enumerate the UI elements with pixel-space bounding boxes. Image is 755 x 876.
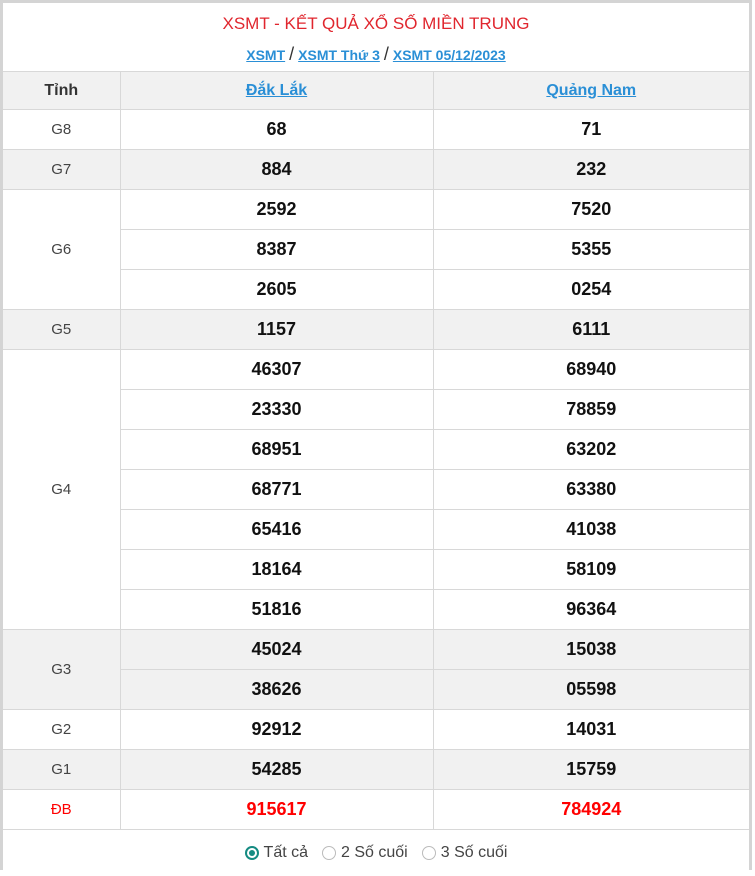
result-number: 68951 xyxy=(120,429,434,470)
province-header: Đắk Lắk xyxy=(119,71,434,110)
result-number: 46307 xyxy=(119,349,434,390)
breadcrumb: XSMT / XSMT Thứ 3/XSMT 05/12/2023 xyxy=(3,43,749,71)
filter-option-label: Tất cả xyxy=(263,844,309,861)
breadcrumb-separator: / xyxy=(383,44,389,64)
table-row: 51816 96364 xyxy=(3,589,749,630)
result-number: 232 xyxy=(432,149,749,190)
result-number: 7520 xyxy=(432,189,749,230)
filter-option[interactable]: 2 Số cuối xyxy=(322,844,408,862)
breadcrumb-xsmt-link[interactable]: XSMT xyxy=(246,47,286,63)
table-row: G5 1157 6111 xyxy=(3,309,749,350)
table-row: 18164 58109 xyxy=(3,549,749,590)
filter-option-label: 2 Số cuối xyxy=(341,844,408,861)
result-number: 41038 xyxy=(432,509,749,550)
radio-button-icon[interactable] xyxy=(244,846,259,860)
digit-filter: Tất cả 2 Số cuối 3 Số cuối xyxy=(3,830,749,876)
result-number: 68940 xyxy=(432,349,749,390)
result-number: 884 xyxy=(119,149,434,190)
table-row: G1 54285 15759 xyxy=(3,749,749,790)
result-number: 96364 xyxy=(432,589,749,630)
province-column-header: Tỉnh xyxy=(3,71,121,110)
result-number: 0254 xyxy=(432,269,749,310)
result-number: 15038 xyxy=(432,629,749,670)
table-row: G7 884 232 xyxy=(3,149,749,190)
breadcrumb-weekday-link[interactable]: XSMT Thứ 3 xyxy=(298,47,380,63)
filter-option[interactable]: 3 Số cuối xyxy=(421,844,508,862)
result-number: 5355 xyxy=(432,229,749,270)
table-row: G3 45024 15038 xyxy=(3,629,749,710)
province-link-dak-lak[interactable]: Đắk Lắk xyxy=(245,81,308,99)
result-number: 68771 xyxy=(120,469,434,510)
result-number: 15759 xyxy=(432,749,749,790)
result-number: 2592 xyxy=(119,189,434,230)
table-row: ĐB 915617 784924 xyxy=(3,789,749,830)
filter-option-label: 3 Số cuối xyxy=(440,844,508,861)
result-number: 14031 xyxy=(432,709,749,750)
result-number: 1157 xyxy=(119,309,434,350)
result-number: 68 xyxy=(119,109,434,150)
result-number: 8387 xyxy=(120,229,434,270)
result-number: 38626 xyxy=(120,669,434,710)
prize-label: G4 xyxy=(3,349,121,630)
prize-label: G8 xyxy=(3,109,121,150)
breadcrumb-separator: / xyxy=(289,44,295,64)
radio-button-icon[interactable] xyxy=(322,846,337,860)
result-number: 784924 xyxy=(432,789,749,830)
prize-label: G6 xyxy=(3,189,121,310)
result-number: 92912 xyxy=(119,709,434,750)
table-row: G6 2592 7520 xyxy=(3,189,749,310)
result-number: 54285 xyxy=(119,749,434,790)
radio-button-icon[interactable] xyxy=(421,846,436,860)
prize-label: G3 xyxy=(3,629,121,710)
table-row: G4 46307 68940 xyxy=(3,349,749,630)
result-number: 63380 xyxy=(432,469,749,510)
table-row: 8387 5355 xyxy=(3,229,749,270)
prize-label: ĐB xyxy=(3,789,121,830)
result-number: 78859 xyxy=(432,389,749,430)
result-number: 45024 xyxy=(119,629,434,670)
result-number: 915617 xyxy=(119,789,434,830)
table-header-row: Tỉnh Đắk Lắk Quảng Nam xyxy=(3,71,749,110)
result-number: 51816 xyxy=(120,589,434,630)
table-row: G2 92912 14031 xyxy=(3,709,749,750)
result-number: 05598 xyxy=(432,669,749,710)
table-row: 65416 41038 xyxy=(3,509,749,550)
result-number: 58109 xyxy=(432,549,749,590)
result-number: 65416 xyxy=(120,509,434,550)
breadcrumb-date-link[interactable]: XSMT 05/12/2023 xyxy=(392,47,506,63)
result-number: 23330 xyxy=(120,389,434,430)
page-title: XSMT - KẾT QUẢ XỔ SỐ MIỀN TRUNG xyxy=(222,14,530,33)
prize-label: G7 xyxy=(3,149,121,190)
result-number: 2605 xyxy=(120,269,434,310)
table-row: 68771 63380 xyxy=(3,469,749,510)
results-table: Tỉnh Đắk Lắk Quảng Nam G8 68 71 G7 884 232 G6 2… xyxy=(3,71,749,830)
prize-label: G1 xyxy=(3,749,121,790)
province-header: Quảng Nam xyxy=(432,71,749,110)
result-number: 71 xyxy=(432,109,749,150)
result-number: 63202 xyxy=(432,429,749,470)
table-row: G8 68 71 xyxy=(3,109,749,150)
result-number: 18164 xyxy=(120,549,434,590)
result-number: 6111 xyxy=(432,309,749,350)
prize-label: G2 xyxy=(3,709,121,750)
prize-label: G5 xyxy=(3,309,121,350)
filter-option[interactable]: Tất cả xyxy=(244,844,309,862)
province-link-quang-nam[interactable]: Quảng Nam xyxy=(546,81,637,99)
table-row: 38626 05598 xyxy=(3,669,749,710)
table-row: 68951 63202 xyxy=(3,429,749,470)
